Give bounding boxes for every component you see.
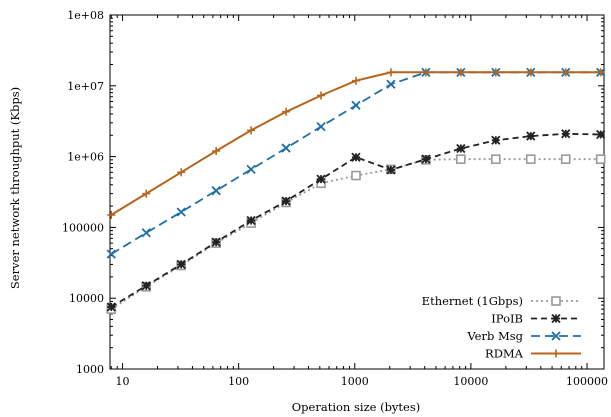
legend-marker-ipoib xyxy=(551,313,561,324)
y-tick-label: 1e+08 xyxy=(67,9,104,22)
data-point-verb-msg xyxy=(351,100,361,110)
data-point-ethernet-1gbps xyxy=(595,154,606,164)
data-point-ipoib xyxy=(561,129,571,139)
data-point-rdma xyxy=(421,68,430,77)
data-point-rdma xyxy=(596,68,605,77)
data-point-verb-msg xyxy=(106,249,116,259)
series-line-ethernet-1gbps xyxy=(110,158,601,310)
data-point-ipoib xyxy=(526,131,536,141)
series-layer xyxy=(106,67,606,314)
y-tick-label: 1e+06 xyxy=(67,151,104,164)
y-tick-label: 1000 xyxy=(76,363,104,376)
legend-marker-ethernet-1gbps xyxy=(551,296,561,306)
data-point-verb-msg xyxy=(211,186,221,196)
y-tick-label: 1e+07 xyxy=(67,80,104,93)
series-line-ipoib xyxy=(110,132,601,308)
data-point-rdma xyxy=(247,126,256,135)
data-point-ipoib xyxy=(421,154,431,164)
series-ethernet-1gbps xyxy=(106,154,606,314)
data-point-ipoib xyxy=(106,302,116,312)
y-tick-label: 100000 xyxy=(62,221,104,234)
data-point-rdma xyxy=(491,68,500,77)
data-point-rdma xyxy=(212,146,221,155)
data-point-rdma xyxy=(351,76,360,85)
data-point-ethernet-1gbps xyxy=(456,154,466,164)
legend: Ethernet (1Gbps) IPoIB Verb Msg RDMA xyxy=(422,294,581,361)
data-point-ipoib xyxy=(141,281,151,291)
data-point-rdma xyxy=(526,68,535,77)
x-tick-label: 10000 xyxy=(453,375,488,388)
data-point-ethernet-1gbps xyxy=(351,170,361,181)
data-point-ipoib xyxy=(386,165,396,175)
data-point-rdma xyxy=(107,210,116,219)
data-point-rdma xyxy=(177,168,186,177)
data-point-rdma xyxy=(561,68,570,77)
y-tick-label: 10000 xyxy=(69,292,104,305)
data-point-rdma xyxy=(142,189,151,198)
series-line-rdma xyxy=(110,71,601,216)
data-point-verb-msg xyxy=(281,143,291,153)
x-tick-label: 1000 xyxy=(341,375,369,388)
legend-label-ethernet-1gbps: Ethernet (1Gbps) xyxy=(422,294,523,308)
legend-label-rdma: RDMA xyxy=(485,347,524,361)
legend-label-ipoib: IPoIB xyxy=(491,312,523,326)
legend-label-verb-msg: Verb Msg xyxy=(466,329,523,343)
data-point-ipoib xyxy=(456,143,466,154)
data-point-ipoib xyxy=(351,152,361,162)
data-point-ipoib xyxy=(596,129,606,140)
data-point-verb-msg xyxy=(386,79,396,89)
x-axis-title: Operation size (bytes) xyxy=(292,400,421,414)
data-point-ipoib xyxy=(491,135,501,145)
x-tick-label: 100 xyxy=(228,375,249,388)
data-point-ipoib xyxy=(281,196,291,206)
y-axis-title: Server network throughput (Kbps) xyxy=(8,87,22,289)
series-rdma xyxy=(107,68,605,219)
x-tick-label: 100000 xyxy=(566,375,608,388)
data-point-verb-msg xyxy=(141,228,151,238)
data-point-ipoib xyxy=(211,237,221,247)
data-point-ipoib xyxy=(176,259,186,270)
data-point-rdma xyxy=(282,107,291,116)
data-point-verb-msg xyxy=(176,207,186,217)
data-point-ipoib xyxy=(316,174,326,184)
data-point-rdma xyxy=(317,91,326,100)
plot-frame xyxy=(109,14,605,370)
data-point-ethernet-1gbps xyxy=(560,154,571,164)
series-ipoib xyxy=(106,129,606,312)
data-point-verb-msg xyxy=(246,164,256,175)
plot-area-border xyxy=(109,14,605,370)
axis-ticks: 1000 10000 100000 1e+06 1e+07 1e+08 10 100 1000 1… xyxy=(62,9,608,388)
legend-marker-rdma xyxy=(552,349,560,358)
data-point-ethernet-1gbps xyxy=(525,154,536,164)
data-point-verb-msg xyxy=(316,121,326,132)
data-point-rdma xyxy=(386,68,395,77)
legend-marker-verb-msg xyxy=(551,331,561,341)
data-point-ethernet-1gbps xyxy=(491,154,501,164)
data-point-ipoib xyxy=(246,215,256,226)
data-point-rdma xyxy=(456,68,465,77)
x-tick-label: 10 xyxy=(116,375,130,388)
